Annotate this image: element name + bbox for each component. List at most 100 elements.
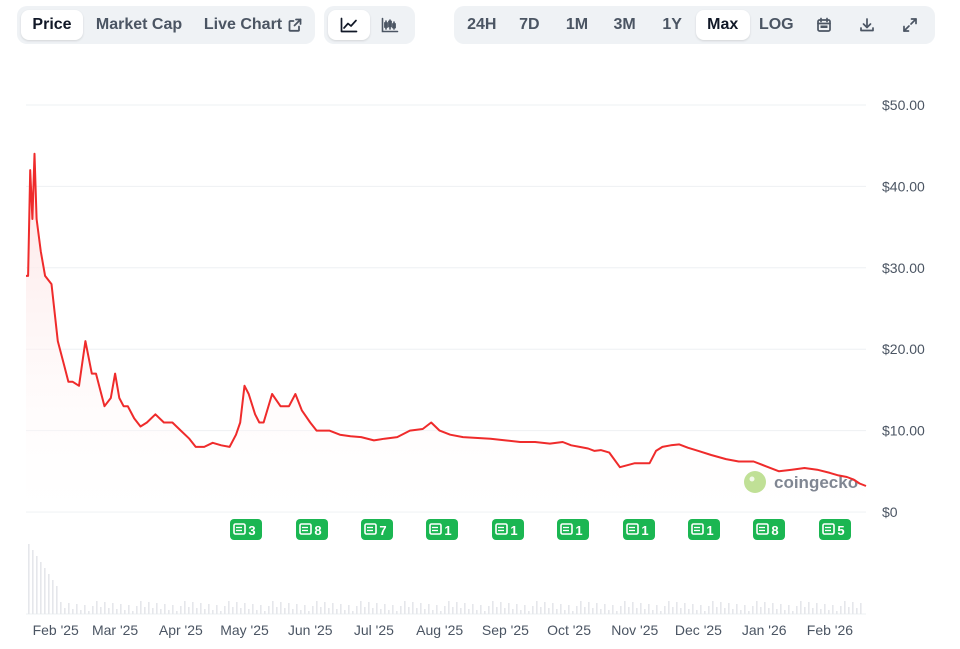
news-count: 3 bbox=[248, 523, 255, 538]
volume-bar bbox=[492, 601, 494, 614]
volume-bar bbox=[676, 602, 678, 614]
volume-bar bbox=[472, 604, 474, 614]
volume-bar bbox=[88, 611, 90, 614]
news-marker[interactable]: 8 bbox=[296, 519, 328, 540]
volume-bar bbox=[860, 603, 862, 614]
news-marker[interactable]: 1 bbox=[426, 519, 458, 540]
volume-bar bbox=[464, 603, 466, 614]
volume-bar bbox=[36, 556, 38, 614]
volume-bar bbox=[820, 609, 822, 614]
news-marker[interactable]: 8 bbox=[753, 519, 785, 540]
volume-bar bbox=[592, 608, 594, 614]
volume-bar bbox=[476, 610, 478, 614]
range-1m[interactable]: 1M bbox=[565, 16, 589, 33]
tab-price[interactable]: Price bbox=[21, 10, 83, 40]
volume-bar bbox=[172, 605, 174, 614]
volume-bar bbox=[264, 611, 266, 614]
volume-bar bbox=[776, 609, 778, 614]
volume-bar bbox=[144, 607, 146, 614]
volume-bar bbox=[816, 603, 818, 614]
volume-bar bbox=[240, 608, 242, 614]
volume-bar bbox=[736, 604, 738, 614]
range-max[interactable]: Max bbox=[695, 10, 750, 40]
volume-bar bbox=[644, 609, 646, 614]
volume-bar bbox=[380, 609, 382, 614]
volume-bar bbox=[716, 607, 718, 614]
y-tick-label: $20.00 bbox=[882, 341, 925, 357]
volume-bar bbox=[60, 602, 62, 614]
volume-bar bbox=[108, 608, 110, 614]
volume-bar bbox=[632, 602, 634, 614]
newspaper-icon bbox=[233, 523, 246, 535]
volume-bar bbox=[364, 607, 366, 614]
volume-bar bbox=[352, 611, 354, 614]
tab-live-chart[interactable]: Live Chart bbox=[195, 10, 311, 40]
volume-bar bbox=[572, 611, 574, 614]
volume-bar bbox=[504, 608, 506, 614]
newspaper-icon bbox=[299, 523, 312, 535]
volume-bar bbox=[48, 574, 50, 614]
volume-bar bbox=[124, 610, 126, 614]
volume-bar bbox=[300, 610, 302, 614]
volume-bar bbox=[100, 607, 102, 614]
volume-bar bbox=[728, 603, 730, 614]
newspaper-icon bbox=[429, 523, 442, 535]
volume-bar bbox=[568, 605, 570, 614]
volume-bar bbox=[780, 604, 782, 614]
log-scale-toggle[interactable]: LOG bbox=[758, 16, 794, 33]
line-chart-button[interactable] bbox=[328, 10, 370, 40]
volume-bar bbox=[272, 601, 274, 614]
volume-bar bbox=[40, 562, 42, 614]
volume-bar bbox=[704, 611, 706, 614]
news-marker[interactable]: 7 bbox=[361, 519, 393, 540]
external-link-icon bbox=[288, 18, 302, 32]
volume-bar bbox=[328, 608, 330, 614]
volume-bar bbox=[260, 605, 262, 614]
volume-bar bbox=[788, 605, 790, 614]
volume-bar bbox=[208, 604, 210, 614]
volume-bar bbox=[556, 609, 558, 614]
range-1y[interactable]: 1Y bbox=[662, 16, 682, 33]
volume-bar bbox=[652, 610, 654, 614]
volume-bar bbox=[176, 611, 178, 614]
range-24h[interactable]: 24H bbox=[467, 16, 497, 33]
volume-bar bbox=[140, 601, 142, 614]
volume-bar bbox=[200, 603, 202, 614]
x-tick-label: Feb '26 bbox=[807, 622, 853, 638]
tab-market-cap[interactable]: Market Cap bbox=[95, 16, 183, 33]
range-3m[interactable]: 3M bbox=[613, 16, 636, 33]
volume-bar bbox=[416, 608, 418, 614]
x-tick-label: Aug '25 bbox=[416, 622, 463, 638]
volume-bar bbox=[408, 607, 410, 614]
news-marker[interactable]: 3 bbox=[230, 519, 262, 540]
volume-bar bbox=[660, 611, 662, 614]
volume-bar bbox=[604, 604, 606, 614]
volume-bar bbox=[548, 608, 550, 614]
fullscreen-button[interactable] bbox=[888, 10, 931, 40]
news-marker[interactable]: 1 bbox=[557, 519, 589, 540]
chart-view-toggle bbox=[324, 6, 415, 44]
news-marker[interactable]: 1 bbox=[492, 519, 524, 540]
volume-bar bbox=[768, 608, 770, 614]
volume-bar bbox=[532, 606, 534, 614]
news-marker[interactable]: 1 bbox=[623, 519, 655, 540]
news-marker[interactable]: 1 bbox=[688, 519, 720, 540]
range-7d[interactable]: 7D bbox=[519, 16, 540, 33]
newspaper-icon bbox=[626, 523, 639, 535]
newspaper-icon bbox=[495, 523, 508, 535]
news-count: 1 bbox=[575, 523, 582, 538]
download-button[interactable] bbox=[846, 10, 889, 40]
x-tick-label: Nov '25 bbox=[611, 622, 658, 638]
news-marker[interactable]: 5 bbox=[819, 519, 851, 540]
date-range-button[interactable] bbox=[803, 10, 846, 40]
volume-bar bbox=[468, 609, 470, 614]
x-axis: Feb '25 Mar '25 Apr '25 May '25 Jun '25 Jul '… bbox=[33, 622, 854, 638]
price-area-fill bbox=[26, 153, 866, 513]
y-axis: $0 $10.00 $20.00 $30.00 $40.00 $50.00 bbox=[882, 97, 925, 520]
volume-bar bbox=[852, 602, 854, 614]
volume-bar bbox=[700, 605, 702, 614]
volume-bar bbox=[620, 606, 622, 614]
volume-bar bbox=[748, 611, 750, 614]
candlestick-chart-button[interactable] bbox=[370, 10, 412, 40]
